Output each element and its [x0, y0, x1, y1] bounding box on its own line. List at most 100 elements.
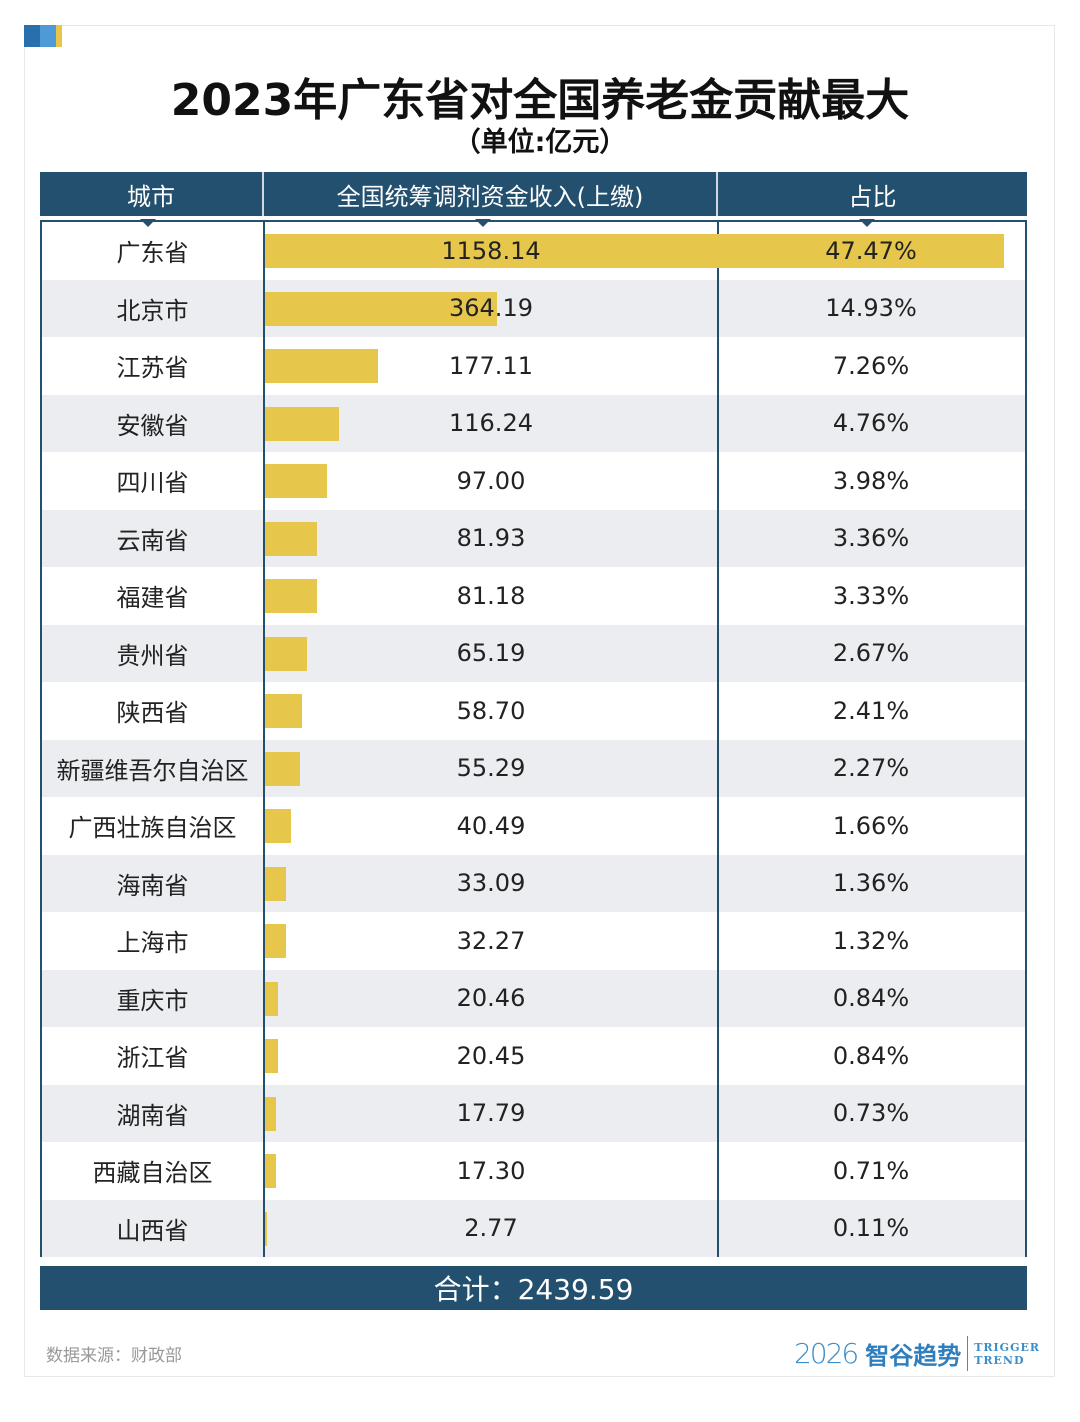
table-row: 北京市 364.19 14.93% [42, 279, 1025, 337]
city-cell: 新疆维吾尔自治区 [42, 739, 265, 797]
header-pointer [859, 219, 875, 227]
value-label: 20.46 [456, 984, 526, 1013]
value-label: 364.19 [449, 294, 533, 323]
value-label: 1158.14 [441, 236, 541, 265]
table-row: 江苏省 177.11 7.26% [42, 337, 1025, 395]
table-row: 陕西省 58.70 2.41% [42, 682, 1025, 740]
share-label: 7.26% [832, 351, 910, 380]
value-label: 17.79 [456, 1099, 526, 1128]
share-label: 3.33% [832, 581, 910, 610]
value-bar [265, 1211, 267, 1246]
table-row: 广西壮族自治区 40.49 1.66% [42, 797, 1025, 855]
logo-name: 智谷趋势 [865, 1336, 969, 1371]
value-bar [265, 291, 498, 326]
source-note: 数据来源：财政部 [46, 1346, 182, 1366]
value-label: 33.09 [456, 869, 526, 898]
value-bar [265, 1154, 277, 1188]
city-cell: 山西省 [42, 1199, 265, 1257]
header-pointer [475, 219, 491, 227]
table-header: 城市 全国统筹调剂资金收入(上缴) 占比 [40, 172, 1027, 216]
table-body: 广东省 1158.14 47.47% 北京市 364.19 14.93% 江苏省 1… [40, 220, 1027, 1257]
value-bar [265, 924, 286, 958]
share-label: 0.84% [832, 984, 910, 1013]
value-label: 97.00 [456, 466, 526, 495]
city-cell: 海南省 [42, 854, 265, 912]
value-bar [265, 981, 279, 1016]
logo-year: 2026 [793, 1337, 859, 1370]
header-value: 全国统筹调剂资金收入(上缴) [264, 172, 718, 216]
table-row: 湖南省 17.79 0.73% [42, 1084, 1025, 1142]
value-label: 81.18 [456, 581, 526, 610]
value-bar [265, 406, 340, 441]
value-label: 81.93 [456, 524, 526, 553]
share-label: 2.27% [832, 754, 910, 783]
table-row: 四川省 97.00 3.98% [42, 452, 1025, 510]
table-row: 浙江省 20.45 0.84% [42, 1027, 1025, 1085]
city-cell: 云南省 [42, 509, 265, 567]
table-row: 贵州省 65.19 2.67% [42, 624, 1025, 682]
corner-decoration [24, 25, 62, 47]
city-cell: 浙江省 [42, 1027, 265, 1085]
value-bar [265, 1039, 279, 1073]
value-label: 20.45 [456, 1041, 526, 1070]
city-cell: 陕西省 [42, 682, 265, 740]
table-row: 重庆市 20.46 0.84% [42, 969, 1025, 1027]
share-label: 3.36% [832, 524, 910, 553]
share-label: 1.66% [832, 811, 910, 840]
value-bar [265, 1096, 277, 1131]
city-cell: 安徽省 [42, 394, 265, 452]
value-bar [265, 464, 327, 498]
table-row: 安徽省 116.24 4.76% [42, 394, 1025, 452]
table-row: 海南省 33.09 1.36% [42, 854, 1025, 912]
value-label: 2.77 [464, 1214, 518, 1243]
chart-title: 2023年广东省对全国养老金贡献最大 [170, 75, 910, 126]
city-cell: 福建省 [42, 567, 265, 625]
share-label: 47.47% [825, 236, 917, 265]
value-label: 65.19 [456, 639, 526, 668]
total-row: 合计：2439.59 [40, 1266, 1027, 1310]
value-bar [265, 234, 1004, 268]
table-row: 山西省 2.77 0.11% [42, 1199, 1025, 1257]
table-row: 上海市 32.27 1.32% [42, 912, 1025, 970]
value-bar [265, 809, 291, 843]
share-label: 1.36% [832, 869, 910, 898]
value-label: 17.30 [456, 1156, 526, 1185]
share-label: 2.67% [832, 639, 910, 668]
header-pointer [140, 219, 156, 227]
unit-label: （单位:亿元） [453, 127, 627, 158]
share-label: 14.93% [825, 294, 917, 323]
city-cell: 贵州省 [42, 624, 265, 682]
share-label: 0.73% [832, 1099, 910, 1128]
city-cell: 四川省 [42, 452, 265, 510]
header-city: 城市 [40, 172, 264, 216]
city-cell: 湖南省 [42, 1084, 265, 1142]
table-row: 西藏自治区 17.30 0.71% [42, 1142, 1025, 1200]
value-bar [265, 521, 318, 556]
city-cell: 重庆市 [42, 969, 265, 1027]
value-label: 177.11 [449, 351, 533, 380]
card-frame [24, 25, 1055, 1377]
table-row: 云南省 81.93 3.36% [42, 509, 1025, 567]
value-label: 116.24 [449, 409, 533, 438]
city-cell: 上海市 [42, 912, 265, 970]
header-share: 占比 [848, 182, 897, 211]
city-cell: 广西壮族自治区 [42, 797, 265, 855]
table-row: 新疆维吾尔自治区 55.29 2.27% [42, 739, 1025, 797]
city-cell: 江苏省 [42, 337, 265, 395]
value-bar [265, 349, 378, 383]
city-cell: 广东省 [42, 222, 265, 280]
value-label: 40.49 [456, 811, 526, 840]
value-bar [265, 751, 301, 786]
share-label: 2.41% [832, 696, 910, 725]
value-bar [265, 866, 287, 901]
share-label: 0.84% [832, 1041, 910, 1070]
share-label: 0.71% [832, 1156, 910, 1185]
value-label: 32.27 [456, 926, 526, 955]
value-label: 58.70 [456, 696, 526, 725]
brand-logo: 2026 智谷趋势 TRIGGER TREND [794, 1336, 1040, 1371]
table-row: 福建省 81.18 3.33% [42, 567, 1025, 625]
share-label: 4.76% [832, 409, 910, 438]
table-row: 广东省 1158.14 47.47% [42, 222, 1025, 280]
value-bar [265, 579, 317, 613]
